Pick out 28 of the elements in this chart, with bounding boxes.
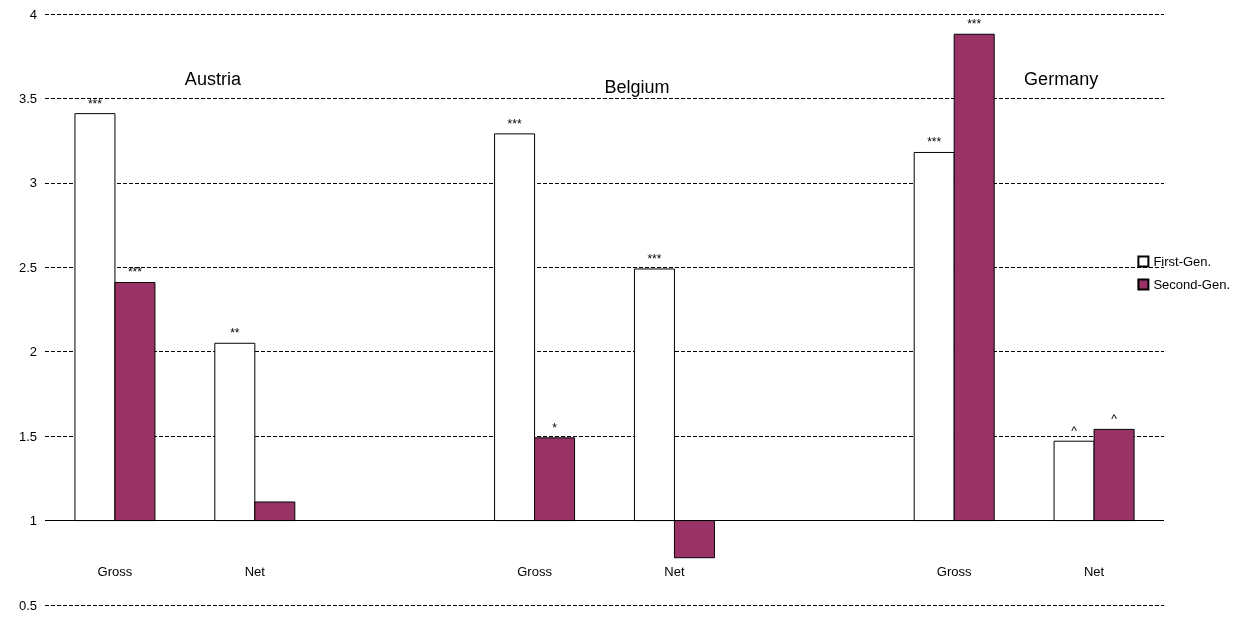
- x-tick-label: Net: [244, 563, 266, 579]
- legend-label: First-Gen.: [1153, 254, 1212, 269]
- y-tick-label: 2.5: [18, 259, 37, 275]
- annotation: Germany: [1024, 69, 1099, 89]
- y-tick-label: 0.5: [18, 597, 37, 613]
- x-tick-label: Net: [1083, 563, 1105, 579]
- y-tick-label: 3.5: [18, 90, 37, 106]
- y-tick-label: 1.5: [18, 428, 37, 444]
- x-tick-label: Gross: [936, 563, 973, 579]
- y-tick-label: 1: [29, 513, 37, 529]
- x-tick-label: Gross: [97, 563, 133, 579]
- data-label: ***: [87, 96, 103, 111]
- data-label: **: [230, 326, 240, 341]
- legend-label: Second-Gen.: [1153, 277, 1231, 292]
- y-tick-label: 2: [29, 344, 37, 360]
- annotation: Belgium: [604, 77, 670, 97]
- x-tick-label: Net: [664, 563, 685, 579]
- data-label: *: [552, 420, 558, 435]
- data-label: ^: [1071, 424, 1078, 439]
- data-label: ***: [647, 251, 662, 266]
- y-tick-label: 3: [29, 175, 37, 191]
- y-tick-label: 4: [29, 6, 37, 22]
- data-label: ***: [927, 135, 942, 150]
- data-label: ***: [507, 116, 522, 131]
- data-label: ***: [967, 17, 982, 32]
- x-tick-label: Gross: [517, 563, 553, 579]
- data-label: ^: [1111, 412, 1118, 427]
- annotation: Austria: [184, 69, 242, 89]
